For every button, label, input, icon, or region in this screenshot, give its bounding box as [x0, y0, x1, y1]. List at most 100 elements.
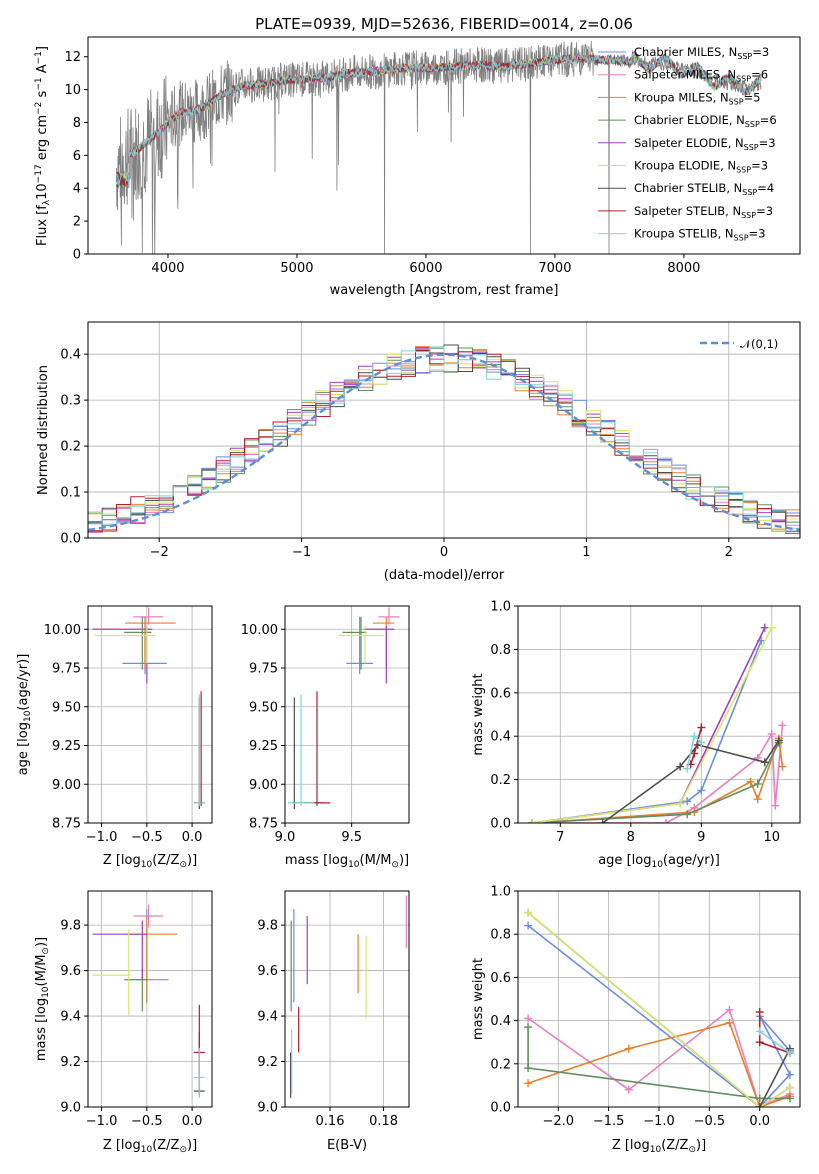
x-tick-label: −0.5 — [131, 1114, 163, 1129]
mass-weight-marker — [755, 1103, 764, 1107]
y-tick-label: 0.4 — [60, 348, 81, 363]
mass-weight-marker — [755, 1027, 764, 1036]
y-tick-label: 9.75 — [249, 662, 278, 677]
x-axis-label: Z [log10(Z/Z⊙)] — [612, 1138, 706, 1155]
mass-weight-marker — [755, 1007, 764, 1016]
spectrum-panel: 4000 5000 6000 7000 8000 0 2 4 6 8 10 12 wavelength … — [34, 15, 801, 298]
y-axis-label: Normed distribution — [36, 365, 51, 495]
y-tick-label: 0.6 — [490, 971, 511, 986]
y-tick-label: 12 — [64, 50, 81, 65]
mass-weight-marker — [524, 1014, 533, 1023]
legend: Chabrier MILES, NSSP=3 Salpeter MILES, NS… — [598, 45, 777, 243]
y-tick-label: 1.0 — [490, 600, 511, 615]
y-tick-label: 9.8 — [60, 919, 81, 934]
mass-vs-metallicity-panel: −1.0 −0.5 0.0 9.0 9.2 9.4 9.6 9.8 Z [log10(Z/Z⊙)… — [34, 890, 213, 1155]
x-tick-label: −1.0 — [86, 1114, 118, 1129]
axes: −2 −1 0 1 2 0.0 0.1 0.2 0.3 0.4 (data-model)/error… — [36, 321, 801, 583]
observed-spectrum — [116, 40, 762, 254]
y-tick-label: 0.8 — [490, 643, 511, 658]
x-tick-label: 0.18 — [369, 1114, 398, 1129]
y-tick-label: 9.00 — [249, 778, 278, 793]
y-tick-label: 8.75 — [249, 817, 278, 832]
mass-weight-marker — [755, 1094, 764, 1103]
mass-weight-line — [532, 742, 780, 823]
x-tick-label: 0.0 — [182, 830, 203, 845]
y-tick-label: 9.6 — [60, 964, 81, 979]
mass-weight-marker — [524, 1023, 533, 1032]
y-tick-label: 8.75 — [52, 817, 81, 832]
axes: −2.0 −1.5 −1.0 −0.5 0.0 0.0 0.2 0.4 0.6 0.8 1.0 Z [… — [471, 885, 801, 1155]
grid — [88, 606, 212, 824]
mass-weight-marker — [683, 764, 692, 773]
mass-weight-marker — [785, 1049, 794, 1057]
legend-entry: Salpeter MILES, NSSP=6 — [634, 68, 768, 84]
x-tick-label: 9.0 — [275, 830, 296, 845]
legend-entry: Kroupa ELODIE, NSSP=3 — [634, 159, 768, 175]
y-tick-label: 1.0 — [490, 885, 511, 900]
x-tick-label: −1.0 — [86, 830, 118, 845]
model-spectrum — [115, 52, 762, 189]
legend: 𝒩(0,1) — [700, 337, 778, 351]
x-tick-label: 2 — [725, 545, 733, 560]
y-tick-label: 4 — [73, 182, 81, 197]
mass-weight-marker — [683, 797, 692, 806]
y-tick-label: 9.25 — [249, 739, 278, 754]
plot-area — [290, 895, 407, 1098]
x-tick-label: 4000 — [151, 261, 184, 276]
y-tick-label: 0.3 — [60, 394, 81, 409]
axes-frame — [87, 36, 801, 255]
mass-weight-marker — [676, 799, 685, 808]
plot-area — [88, 344, 800, 534]
axes-frame — [517, 605, 801, 824]
mass-weight-marker — [598, 819, 607, 823]
legend-entry: Salpeter ELODIE, NSSP=3 — [634, 136, 776, 152]
residual-histogram — [88, 346, 800, 532]
x-axis-label: (data-model)/error — [384, 568, 505, 583]
mass-weight-marker — [697, 723, 706, 732]
axes: 0.16 0.18 9.0 9.2 9.4 9.6 9.8 E(B-V) — [257, 890, 410, 1153]
legend-entry: Kroupa MILES, NSSP=5 — [634, 90, 761, 106]
axes-frame — [284, 890, 410, 1108]
mass-weight-marker — [624, 1085, 633, 1094]
y-tick-label: 0.4 — [490, 730, 511, 745]
legend-entry: Chabrier ELODIE, NSSP=6 — [634, 113, 777, 129]
y-axis-label: mass weight — [471, 958, 486, 1040]
y-axis-label: age [log10(age/yr)] — [16, 654, 33, 776]
y-tick-label: 9.00 — [52, 778, 81, 793]
plot-area — [287, 607, 400, 810]
x-tick-label: 5000 — [280, 261, 313, 276]
y-tick-label: 8 — [73, 116, 81, 131]
mass-weight-marker — [624, 1044, 633, 1053]
axes: −1.0 −0.5 0.0 9.0 9.2 9.4 9.6 9.8 Z [log10(Z/Z⊙)… — [34, 890, 213, 1155]
mass-weight-vs-age-panel: 7 8 9 10 0.0 0.2 0.4 0.6 0.8 1.0 age [log10(age/yr… — [471, 600, 801, 870]
y-tick-label: 10.00 — [241, 623, 278, 638]
grid — [518, 890, 800, 1108]
mass-weight-marker — [524, 908, 533, 917]
mass-weight-vs-metallicity-panel: −2.0 −1.5 −1.0 −0.5 0.0 0.0 0.2 0.4 0.6 0.8 1.0 Z [… — [471, 885, 801, 1155]
mass-weight-line — [531, 640, 762, 823]
mass-weight-marker — [767, 730, 776, 739]
axes-frame — [87, 321, 801, 539]
x-tick-label: −1.0 — [643, 1114, 675, 1129]
y-tick-label: 9.6 — [257, 964, 278, 979]
x-tick-label: 6000 — [409, 261, 442, 276]
x-tick-label: −2 — [150, 545, 169, 560]
mass-weight-marker — [785, 1083, 794, 1092]
y-tick-label: 10.00 — [44, 623, 81, 638]
y-tick-label: 9.50 — [52, 700, 81, 715]
x-tick-label: 8000 — [667, 261, 700, 276]
axes-frame — [87, 605, 213, 824]
x-tick-label: −2.0 — [542, 1114, 574, 1129]
x-tick-label: 8 — [627, 830, 635, 845]
x-tick-label: 0 — [440, 545, 448, 560]
x-tick-label: 0.16 — [316, 1114, 345, 1129]
axes-frame — [517, 890, 801, 1108]
x-tick-label: −1.5 — [593, 1114, 625, 1129]
x-tick-label: 10 — [764, 830, 781, 845]
y-tick-label: 9.75 — [52, 662, 81, 677]
residuals-histogram-panel: −2 −1 0 1 2 0.0 0.1 0.2 0.3 0.4 (data-model)/error… — [36, 321, 801, 583]
axes: 4000 5000 6000 7000 8000 0 2 4 6 8 10 12 wavelength … — [34, 36, 801, 298]
y-axis-label: Flux [fλ10−17 erg cm−2 s−1 A−1] — [34, 46, 52, 246]
y-tick-label: 0.0 — [490, 817, 511, 832]
